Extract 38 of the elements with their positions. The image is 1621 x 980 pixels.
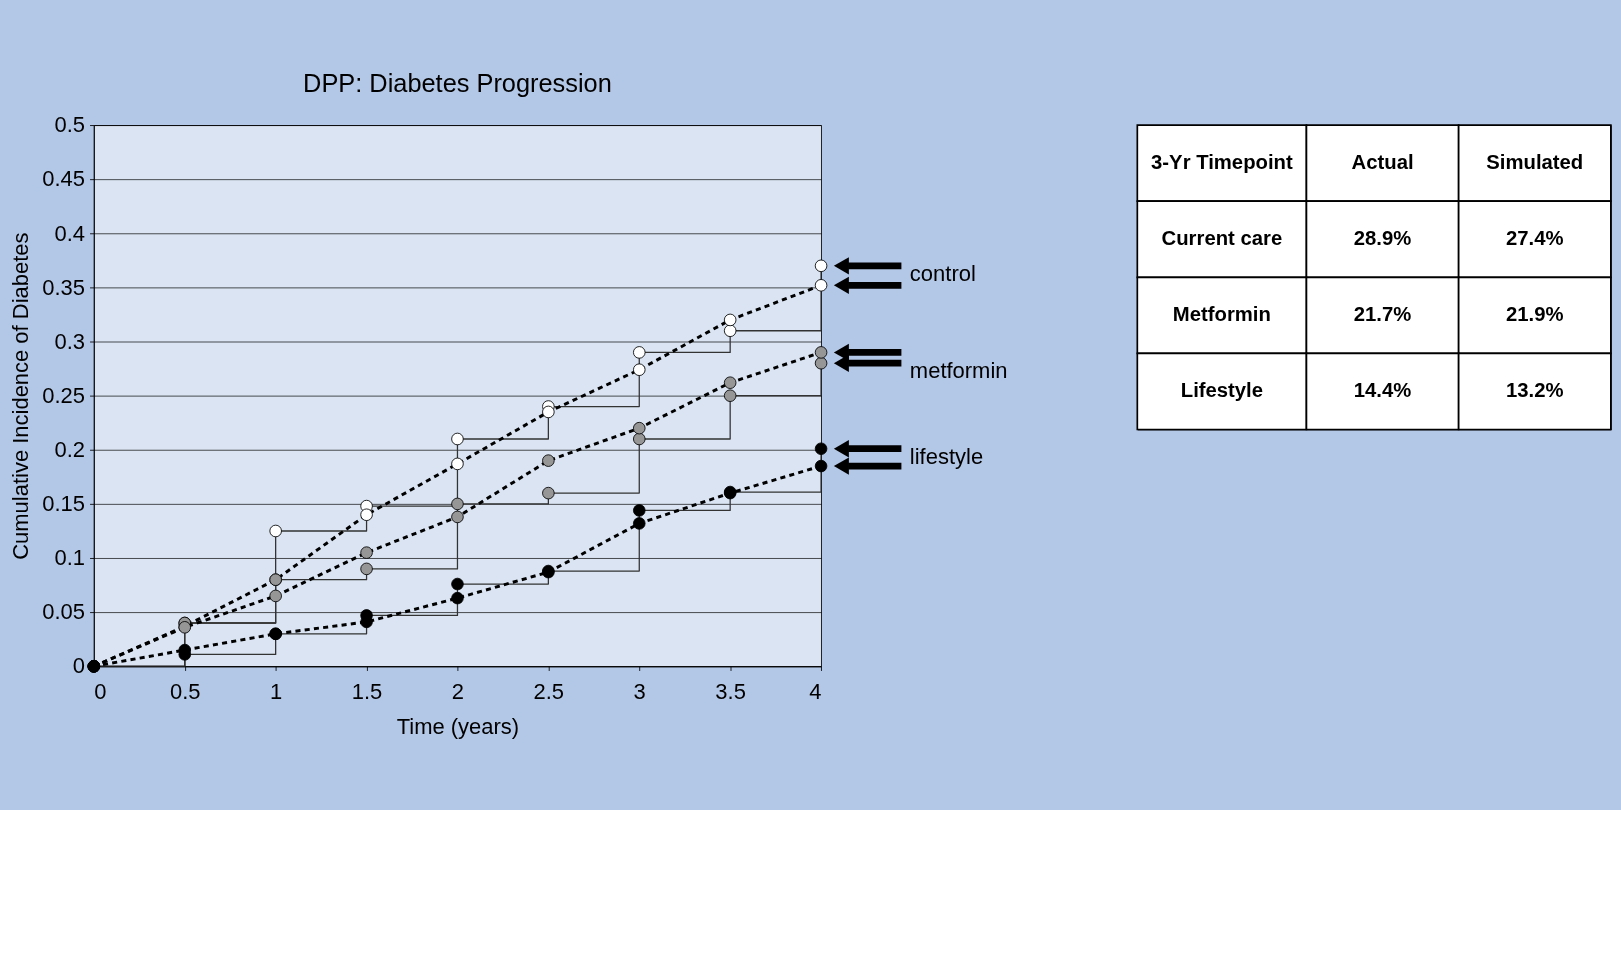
x-tick-label: 1 xyxy=(269,678,283,704)
y-tick-label: 0 xyxy=(72,653,85,679)
x-tick-label: 1.5 xyxy=(351,678,383,704)
text: Actual xyxy=(1351,151,1414,174)
x-tick-label: 2.5 xyxy=(533,678,565,704)
legend-label: metformin xyxy=(909,358,1008,384)
x-tick-label: 3.5 xyxy=(715,678,746,704)
x-tick-label: 4 xyxy=(809,678,822,704)
text: Current care xyxy=(1161,227,1283,250)
y-tick-label: 0.35 xyxy=(42,274,85,300)
text: 27.4% xyxy=(1505,227,1564,250)
text: Simulated xyxy=(1486,151,1584,174)
y-tick-label: 0.2 xyxy=(54,437,85,462)
text: 3-Yr Timepoint xyxy=(1151,151,1293,174)
y-tick-label: 0.3 xyxy=(54,328,85,354)
y-tick-label: 0.15 xyxy=(42,491,85,517)
text: 13.2% xyxy=(1505,379,1564,402)
x-tick-label: 0.5 xyxy=(169,678,201,704)
text: 28.9% xyxy=(1353,227,1412,250)
x-tick-label: 3 xyxy=(633,678,646,704)
legend-label: lifestyle xyxy=(909,443,984,469)
text: Lifestyle xyxy=(1180,379,1264,402)
x-axis-title: Time (years) xyxy=(396,714,520,740)
y-axis-title: Cumulative Incidence of Diabetes xyxy=(7,232,33,560)
y-tick-label: 0.4 xyxy=(54,220,85,246)
y-tick-label: 0.5 xyxy=(54,112,85,138)
chart-title: DPP: Diabetes Progression xyxy=(303,69,612,98)
y-tick-label: 0.45 xyxy=(42,166,85,192)
text: 21.7% xyxy=(1353,303,1412,326)
x-tick-label: 2 xyxy=(451,678,464,704)
text: 21.9% xyxy=(1505,303,1564,326)
text: 14.4% xyxy=(1353,379,1412,402)
y-tick-label: 0.1 xyxy=(54,545,85,571)
text: Metformin xyxy=(1172,303,1271,326)
legend-label: control xyxy=(909,261,976,287)
y-tick-label: 0.05 xyxy=(42,599,85,625)
y-tick-label: 0.25 xyxy=(42,382,85,408)
x-tick-label: 0 xyxy=(94,678,107,704)
